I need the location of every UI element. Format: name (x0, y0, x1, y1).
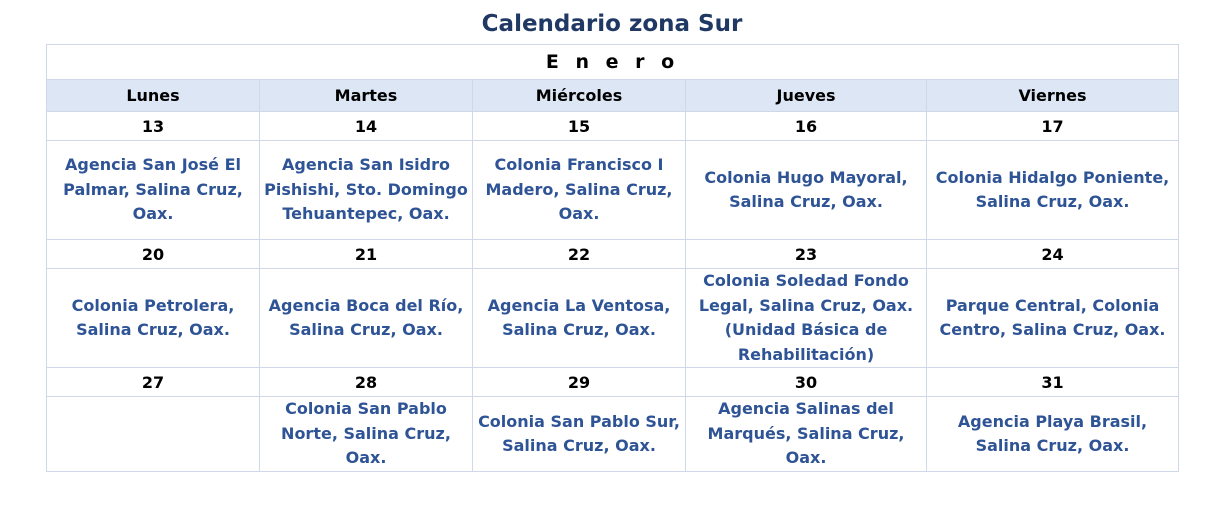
date-cell: 29 (472, 367, 686, 397)
location-cell: Agencia Playa Brasil, Salina Cruz, Oax. (925, 396, 1180, 472)
date-cell: 14 (259, 111, 473, 141)
date-row-week-2: 20 21 22 23 24 (46, 239, 1180, 269)
date-row-week-1: 13 14 15 16 17 (46, 111, 1180, 141)
date-cell: 24 (925, 239, 1180, 269)
weekday-header-tuesday: Martes (259, 79, 473, 112)
location-cell: Colonia Hugo Mayoral, Salina Cruz, Oax. (685, 140, 927, 240)
location-cell: Agencia San José El Palmar, Salina Cruz,… (46, 140, 260, 240)
weekday-header-friday: Viernes (925, 79, 1180, 112)
page-title: Calendario zona Sur (481, 11, 743, 37)
location-row-week-3: Colonia San Pablo Norte, Salina Cruz, Oa… (46, 396, 1180, 472)
date-cell: 27 (46, 367, 260, 397)
date-cell: 22 (472, 239, 686, 269)
location-cell: Agencia Salinas del Marqués, Salina Cruz… (685, 396, 927, 472)
location-cell: Agencia Boca del Río, Salina Cruz, Oax. (259, 268, 473, 368)
location-cell: Agencia La Ventosa, Salina Cruz, Oax. (472, 268, 686, 368)
location-cell: Colonia Soledad Fondo Legal, Salina Cruz… (685, 268, 927, 368)
date-cell: 17 (925, 111, 1180, 141)
weekday-header-monday: Lunes (46, 79, 260, 112)
location-row-week-2: Colonia Petrolera, Salina Cruz, Oax. Age… (46, 268, 1180, 368)
weekday-header-wednesday: Miércoles (472, 79, 686, 112)
location-cell: Agencia San Isidro Pishishi, Sto. Doming… (259, 140, 473, 240)
location-cell: Colonia San Pablo Sur, Salina Cruz, Oax. (472, 396, 686, 472)
date-cell: 28 (259, 367, 473, 397)
location-cell: Colonia Francisco I Madero, Salina Cruz,… (472, 140, 686, 240)
date-cell: 21 (259, 239, 473, 269)
location-cell: Parque Central, Colonia Centro, Salina C… (925, 268, 1180, 368)
date-cell: 16 (685, 111, 927, 141)
location-cell: Colonia Petrolera, Salina Cruz, Oax. (46, 268, 260, 368)
month-row: E n e r o (45, 44, 1180, 80)
weekday-header-thursday: Jueves (685, 79, 927, 112)
month-header: E n e r o (45, 44, 1180, 80)
date-cell: 31 (925, 367, 1180, 397)
location-cell (46, 396, 260, 472)
date-cell: 23 (685, 239, 927, 269)
location-row-week-1: Agencia San José El Palmar, Salina Cruz,… (46, 140, 1180, 240)
calendar-table: E n e r o Lunes Martes Miércoles Jueves … (45, 44, 1180, 472)
date-cell: 15 (472, 111, 686, 141)
date-cell: 20 (46, 239, 260, 269)
weekday-header-row: Lunes Martes Miércoles Jueves Viernes (46, 79, 1180, 112)
location-cell: Colonia San Pablo Norte, Salina Cruz, Oa… (259, 396, 473, 472)
date-cell: 13 (46, 111, 260, 141)
date-row-week-3: 27 28 29 30 31 (46, 367, 1180, 397)
date-cell: 30 (685, 367, 927, 397)
location-cell: Colonia Hidalgo Poniente, Salina Cruz, O… (925, 140, 1180, 240)
